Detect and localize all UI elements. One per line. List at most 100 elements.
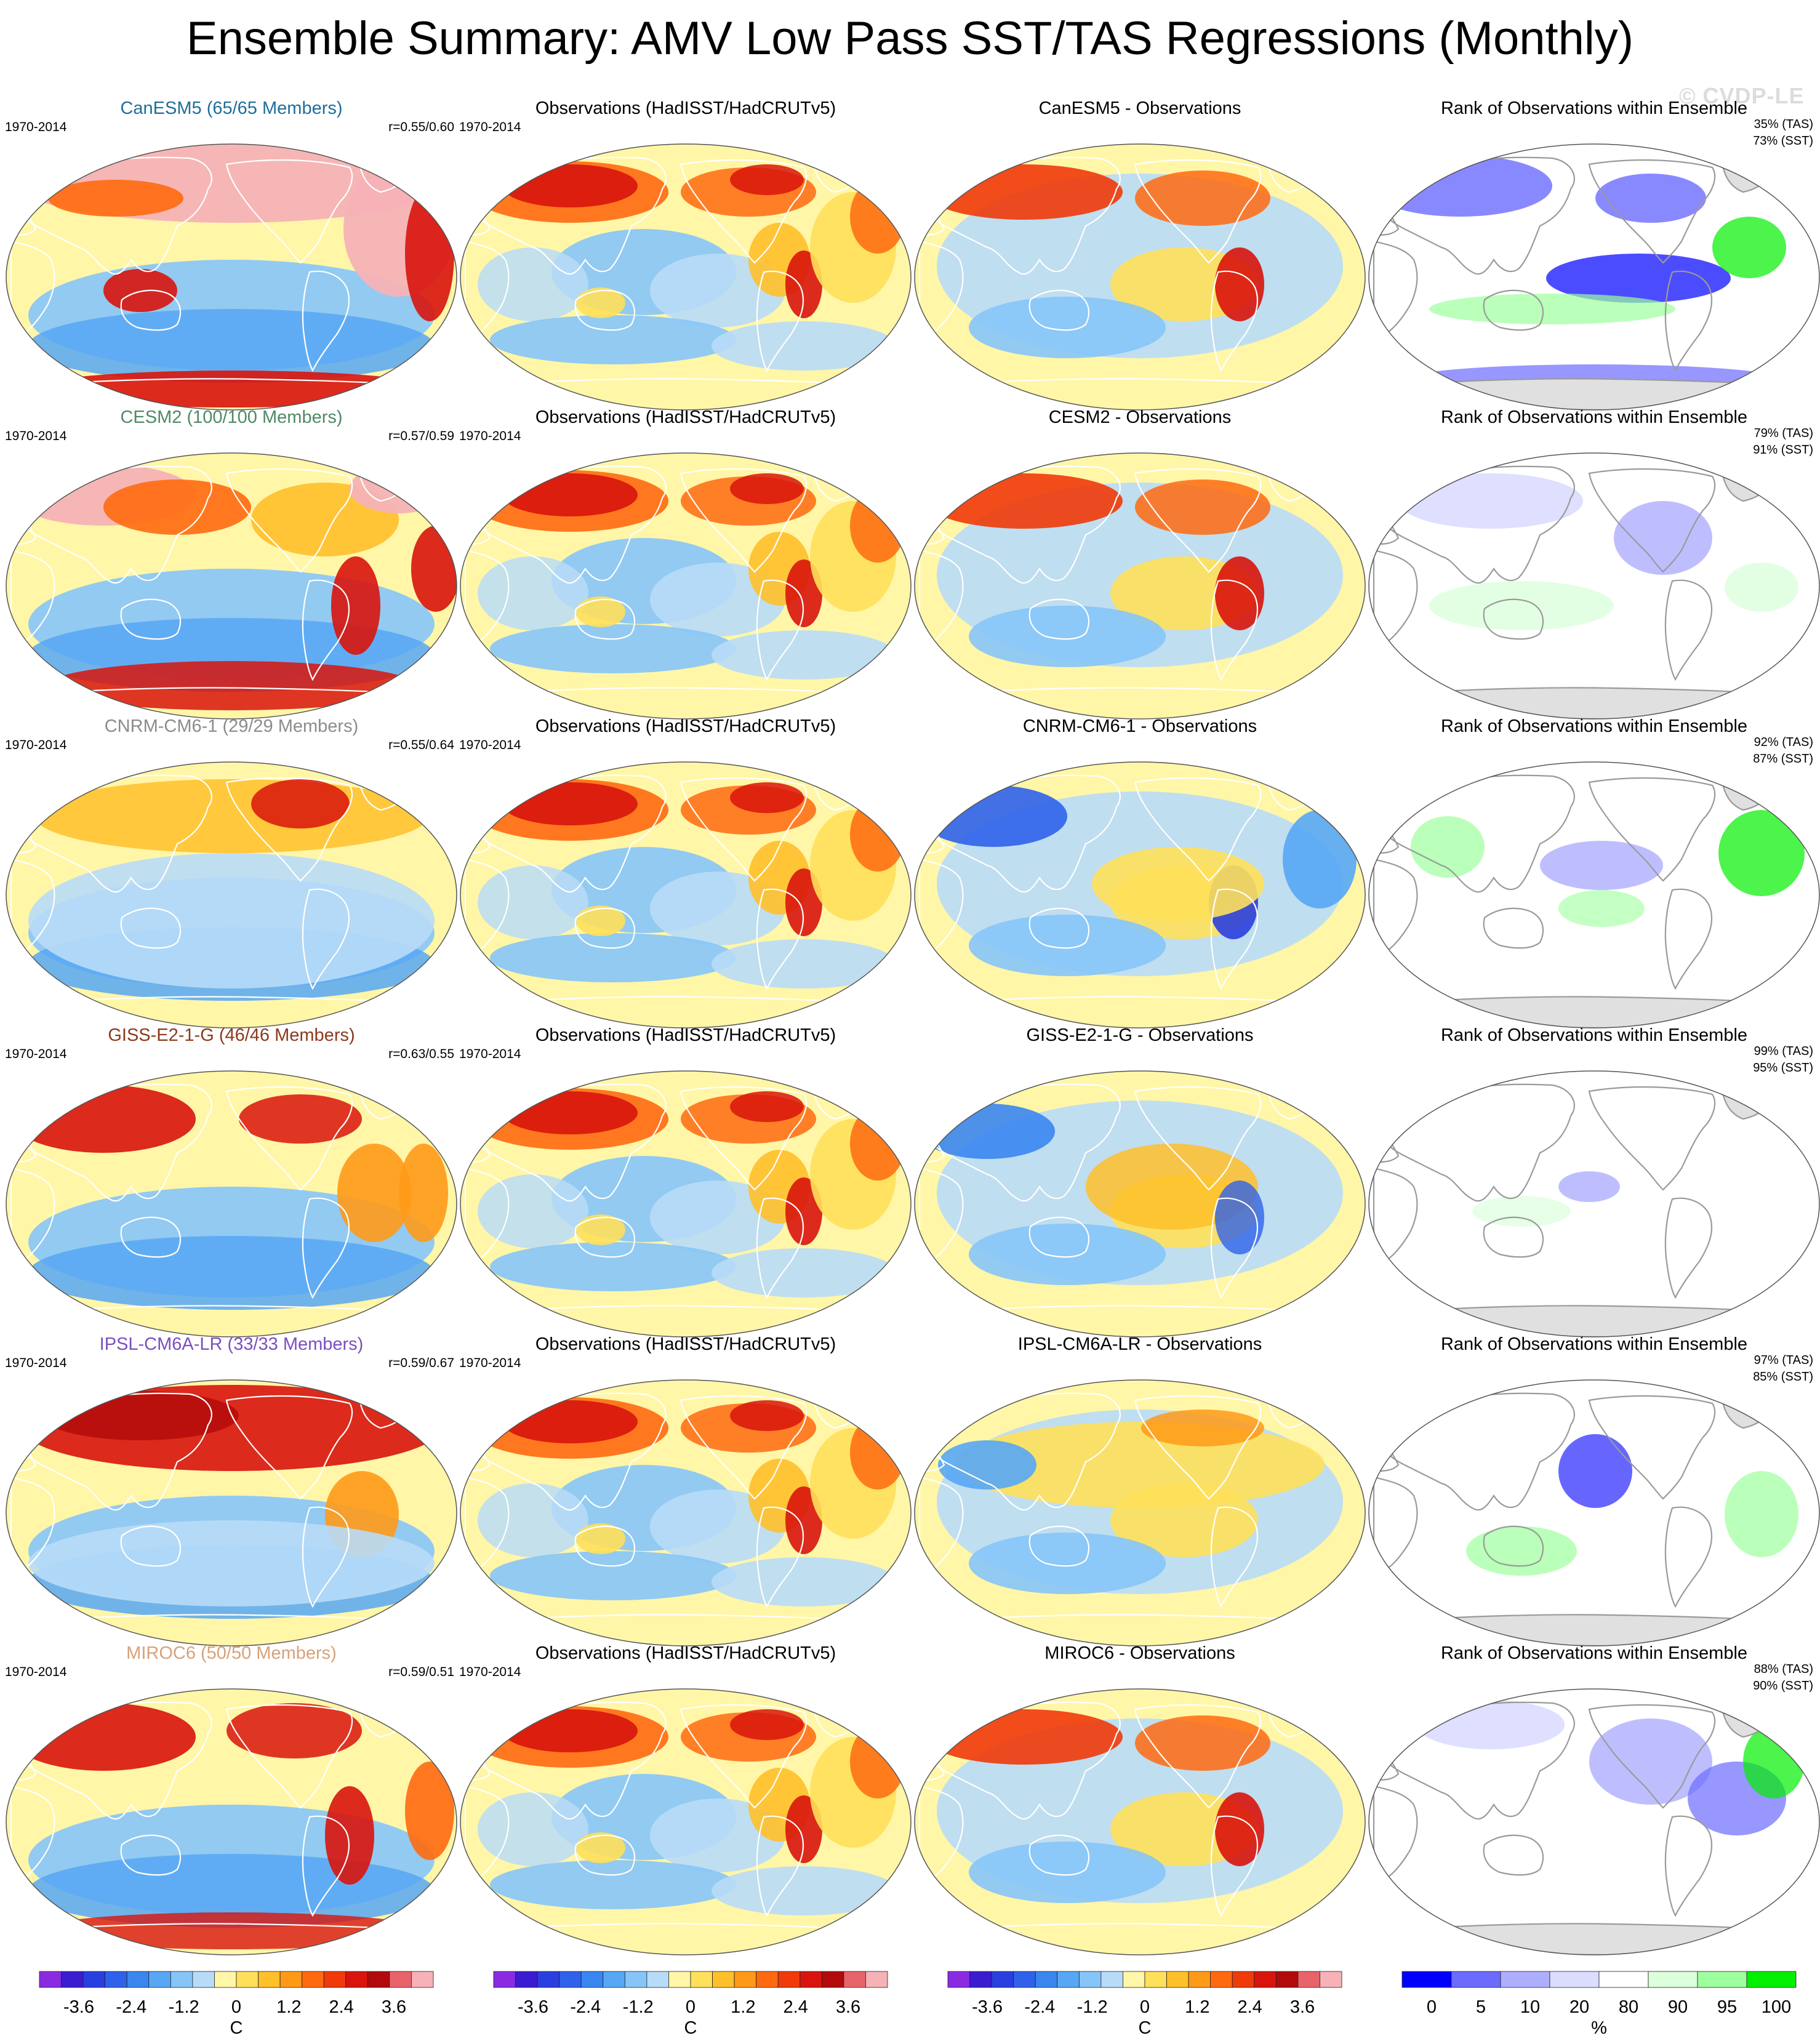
rank-sst-label: 73% (SST) — [1753, 134, 1813, 148]
colorbar-swatch — [624, 1971, 647, 1988]
period-label: 1970-2014 — [5, 1047, 67, 1061]
colorbar-swatch — [580, 1971, 604, 1988]
panel-r6-rank: Rank of Observations within Ensemble 88% … — [1368, 1642, 1820, 1955]
colorbar-swatch — [991, 1971, 1014, 1988]
colorbar-swatch — [1035, 1971, 1058, 1988]
panel-r3-obs: Observations (HadISST/HadCRUTv5) 1970-201… — [459, 715, 912, 1029]
colorbar-swatch — [756, 1971, 779, 1988]
panel-r2-rank: Rank of Observations within Ensemble 79% … — [1368, 406, 1820, 720]
period-label: 1970-2014 — [5, 738, 67, 752]
r2-rank-map — [1368, 452, 1820, 720]
globe — [913, 143, 1366, 414]
panel-r5-model: IPSL-CM6A-LR (33/33 Members) 1970-2014 r=0… — [5, 1333, 458, 1646]
r4-diff-map — [914, 1070, 1366, 1337]
colorbar-swatch — [1598, 1971, 1649, 1988]
colorbar-swatch — [389, 1971, 412, 1988]
colorbar-swatch — [1166, 1971, 1189, 1988]
panel-r2-diff: CESM2 - Observations — [913, 406, 1366, 720]
colorbar-swatch — [603, 1971, 625, 1988]
rank-sst-label: 85% (SST) — [1753, 1370, 1813, 1384]
panel-title-model: MIROC6 (50/50 Members) — [126, 1643, 337, 1663]
rank-tas-label: 79% (TAS) — [1754, 427, 1813, 440]
colorbar-tick-label: 0 — [1139, 1997, 1150, 2017]
main-title: Ensemble Summary: AMV Low Pass SST/TAS R… — [186, 12, 1634, 65]
colorbar-tick-label: 1.2 — [1185, 1997, 1210, 2017]
colorbar-swatch — [843, 1971, 866, 1988]
globe — [5, 761, 458, 1032]
r6-obs-map — [460, 1688, 912, 1955]
panel-r6-diff: MIROC6 - Observations — [913, 1642, 1366, 1955]
period-label: 1970-2014 — [459, 1047, 521, 1061]
globe — [5, 1070, 458, 1341]
panel-r6-model: MIROC6 (50/50 Members) 1970-2014 r=0.59/0.… — [5, 1642, 458, 1955]
panel-r4-diff: GISS-E2-1-G - Observations — [913, 1024, 1366, 1337]
r4-obs-map — [460, 1070, 912, 1337]
period-label: 1970-2014 — [5, 120, 67, 134]
globe — [913, 452, 1366, 723]
r2-obs-map — [460, 452, 912, 720]
period-label: 1970-2014 — [5, 429, 67, 443]
panel-r4-obs: Observations (HadISST/HadCRUTv5) 1970-201… — [459, 1024, 912, 1337]
colorbar-swatch — [345, 1971, 368, 1988]
colorbar-swatch — [668, 1971, 691, 1988]
globe — [5, 143, 458, 414]
colorbar-swatch — [1401, 1971, 1452, 1988]
globe — [459, 143, 912, 414]
colorbar-tick-label: 1.2 — [276, 1997, 302, 2017]
colorbar-swatch — [82, 1971, 106, 1988]
colorbar-swatch — [105, 1971, 127, 1988]
pattern-correlation: r=0.55/0.64 — [388, 738, 454, 752]
globe — [459, 1688, 912, 1959]
colorbar-swatch — [258, 1971, 281, 1988]
panel-title-model: CNRM-CM6-1 (29/29 Members) — [104, 716, 359, 736]
colorbar-tick-label: -2.4 — [1024, 1997, 1056, 2017]
colorbar-swatch — [515, 1971, 538, 1988]
temperature-colorbar-2: -3.6 -2.4 -1.2 0 1.2 2.4 3.6 C — [479, 1954, 922, 2038]
panel-title-obs: Observations (HadISST/HadCRUTv5) — [535, 98, 836, 118]
globe — [459, 452, 912, 723]
colorbar-swatch — [1254, 1971, 1277, 1988]
colorbar-swatch — [646, 1971, 669, 1988]
rank-tas-label: 88% (TAS) — [1754, 1662, 1813, 1676]
globe — [5, 1379, 458, 1650]
watermark: © CVDP-LE — [1679, 83, 1805, 108]
panel-title-rank: Rank of Observations within Ensemble — [1440, 1334, 1748, 1354]
colorbar-swatch — [559, 1971, 582, 1988]
r6-model-map — [6, 1688, 457, 1955]
colorbar-swatch — [969, 1971, 992, 1988]
panel-title-rank: Rank of Observations within Ensemble — [1440, 98, 1748, 118]
colorbar-tick-label: 2.4 — [783, 1997, 808, 2017]
colorbar-swatch — [1232, 1971, 1255, 1988]
panel-title-model: GISS-E2-1-G (46/46 Members) — [108, 1025, 355, 1045]
colorbar-tick-label: 80 — [1618, 1997, 1639, 2017]
panel-r5-obs: Observations (HadISST/HadCRUTv5) 1970-201… — [459, 1333, 912, 1646]
colorbar-swatch — [236, 1971, 259, 1988]
period-label: 1970-2014 — [459, 738, 521, 752]
period-label: 1970-2014 — [459, 120, 521, 134]
colorbar-swatch — [690, 1971, 713, 1988]
panel-title-obs: Observations (HadISST/HadCRUTv5) — [535, 1025, 836, 1045]
colorbar-tick-label: 0 — [231, 1997, 242, 2017]
colorbar-tick-label: -2.4 — [116, 1997, 147, 2017]
colorbar-swatch — [1275, 1971, 1299, 1988]
r1-obs-map — [460, 143, 912, 411]
globe — [459, 761, 912, 1032]
panel-title-diff: IPSL-CM6A-LR - Observations — [1017, 1334, 1262, 1354]
panel-title-diff: MIROC6 - Observations — [1044, 1643, 1235, 1663]
r2-diff-map — [914, 452, 1366, 720]
temperature-colorbar-3: -3.6 -2.4 -1.2 0 1.2 2.4 3.6 C — [933, 1954, 1376, 2038]
colorbar-swatch — [302, 1971, 324, 1988]
colorbar-tick-label: -2.4 — [570, 1997, 601, 2017]
colorbar-tick-label: -1.2 — [1076, 1997, 1108, 2017]
colorbar-tick-label: 5 — [1475, 1997, 1486, 2017]
pattern-correlation: r=0.59/0.51 — [388, 1665, 454, 1679]
colorbar-swatch — [1697, 1971, 1747, 1988]
r3-rank-map — [1368, 761, 1820, 1029]
pattern-correlation: r=0.55/0.60 — [388, 120, 454, 134]
colorbar-swatch — [214, 1971, 237, 1988]
rank-tas-label: 97% (TAS) — [1754, 1353, 1813, 1367]
r4-model-map — [6, 1070, 457, 1337]
panel-title-obs: Observations (HadISST/HadCRUTv5) — [535, 1643, 836, 1663]
panel-title-obs: Observations (HadISST/HadCRUTv5) — [535, 407, 836, 427]
colorbar-swatch — [1057, 1971, 1080, 1988]
